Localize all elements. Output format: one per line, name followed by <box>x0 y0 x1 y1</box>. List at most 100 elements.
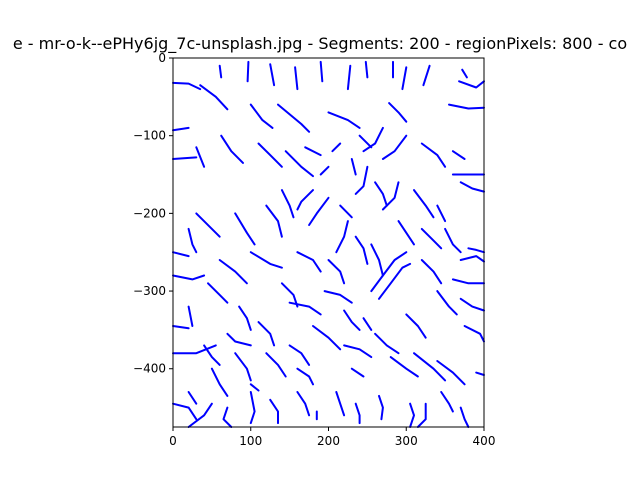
segment-line-31 <box>257 142 283 168</box>
segment-line-86 <box>413 352 447 382</box>
segment-line-78 <box>475 371 485 376</box>
segment-line-67 <box>354 235 369 265</box>
segment-line-75 <box>451 278 485 285</box>
segment-line-58 <box>187 305 194 327</box>
segment-line-111 <box>350 367 365 378</box>
segment-line-41 <box>335 220 349 254</box>
segment-line-71 <box>397 220 415 246</box>
segment-line-26 <box>381 134 408 160</box>
segment-line-24 <box>388 102 408 123</box>
segment-line-22 <box>327 111 361 129</box>
x-tick-label-0: 0 <box>169 434 177 448</box>
segment-line-70 <box>378 262 412 300</box>
segment-line-106 <box>459 406 470 428</box>
plot-area <box>172 57 485 428</box>
segment-line-48 <box>467 247 485 254</box>
segment-line-37 <box>296 189 314 211</box>
segment-line-88 <box>288 344 311 366</box>
segment-line-16 <box>172 156 198 160</box>
segment-line-69 <box>370 251 408 293</box>
segment-line-40 <box>339 204 353 219</box>
x-axis: 0 100 200 300 400 <box>169 427 495 448</box>
segment-line-25 <box>362 126 384 153</box>
segment-line-12 <box>461 68 468 79</box>
segment-line-8 <box>364 60 369 79</box>
segment-line-102 <box>378 394 384 421</box>
segment-line-39 <box>308 196 330 226</box>
segment-line-57 <box>207 282 229 304</box>
segment-line-79 <box>405 313 427 339</box>
segment-line-107 <box>203 344 221 366</box>
segment-line-83 <box>343 344 373 359</box>
segment-line-112 <box>249 383 260 392</box>
segment-line-38 <box>280 189 295 219</box>
segment-line-5 <box>294 66 299 91</box>
x-tick-label-2: 200 <box>317 434 340 448</box>
segment-line-93 <box>172 402 198 421</box>
segment-line-66 <box>327 259 346 285</box>
segment-line-14 <box>448 103 485 110</box>
segment-line-3 <box>246 60 250 83</box>
segment-line-109 <box>280 282 299 308</box>
chart-title: e - mr-o-k--ePHy6jg_7c-unsplash.jpg - Se… <box>13 34 627 54</box>
segment-line-6 <box>319 60 324 83</box>
segment-line-7 <box>346 64 352 91</box>
segment-line-55 <box>249 251 283 269</box>
segment-line-15 <box>172 126 190 132</box>
segment-line-36 <box>354 165 369 195</box>
segments-layer <box>172 60 485 428</box>
segment-line-61 <box>226 332 252 347</box>
segment-line-60 <box>172 344 217 355</box>
segment-line-44 <box>413 189 435 219</box>
segment-line-76 <box>459 297 485 312</box>
segment-line-98 <box>296 391 311 417</box>
segment-line-35 <box>350 158 357 176</box>
segment-line-91 <box>210 367 229 397</box>
segment-line-90 <box>234 352 252 382</box>
segment-line-95 <box>222 406 233 428</box>
segment-line-80 <box>343 309 361 331</box>
segment-line-108 <box>238 305 252 331</box>
segment-line-53 <box>234 212 256 246</box>
segment-line-94 <box>187 402 213 428</box>
segment-line-77 <box>463 325 485 343</box>
segment-line-54 <box>265 204 283 238</box>
segment-line-20 <box>277 103 311 133</box>
segment-line-62 <box>257 321 276 347</box>
segment-line-63 <box>288 301 322 316</box>
y-tick-label-4: −400 <box>133 362 166 376</box>
segment-line-21 <box>304 146 322 157</box>
segment-line-72 <box>420 227 443 250</box>
segment-line-33 <box>319 165 330 176</box>
segment-line-84 <box>374 332 400 355</box>
segment-line-32 <box>284 150 314 178</box>
segment-line-43 <box>381 181 400 211</box>
segment-line-97 <box>269 398 279 425</box>
segment-line-18 <box>220 134 244 164</box>
segment-line-1 <box>199 84 229 111</box>
y-tick-label-0: 0 <box>158 51 166 65</box>
segment-line-46 <box>444 227 462 254</box>
segment-line-96 <box>249 391 256 425</box>
segment-line-89 <box>265 352 287 378</box>
y-tick-label-1: −100 <box>133 129 166 143</box>
segment-line-110 <box>296 367 314 386</box>
segment-line-82 <box>312 325 342 351</box>
segment-line-30 <box>459 181 485 193</box>
x-tick-label-3: 300 <box>395 434 418 448</box>
x-tick-label-1: 100 <box>239 434 262 448</box>
segment-line-51 <box>172 251 190 258</box>
segment-line-28 <box>451 150 466 160</box>
y-tick-label-3: −300 <box>133 284 166 298</box>
segment-line-65 <box>296 251 322 273</box>
segment-line-59 <box>172 325 190 330</box>
segment-line-100 <box>335 391 346 417</box>
segment-line-73 <box>420 259 443 285</box>
segment-line-50 <box>187 227 198 254</box>
segment-line-85 <box>389 356 419 378</box>
segment-line-23 <box>358 134 373 149</box>
segment-line-103 <box>409 402 415 428</box>
segment-line-64 <box>323 290 353 304</box>
segment-line-19 <box>249 103 274 129</box>
